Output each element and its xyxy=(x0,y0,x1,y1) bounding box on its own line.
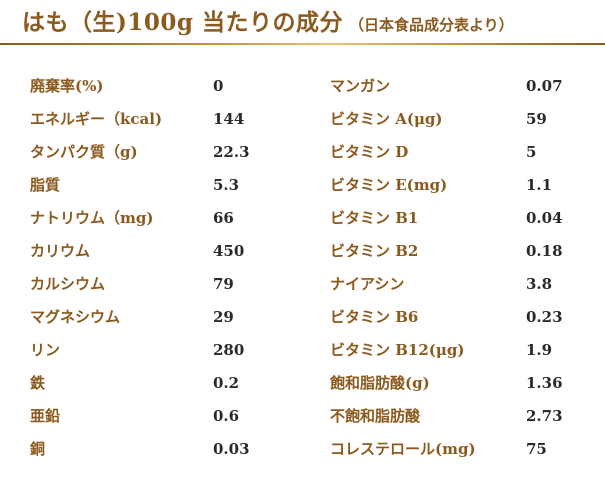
nutrient-value: 450 xyxy=(213,242,245,260)
table-row: タンパク質（g) 22.3 ビタミン D 5 xyxy=(0,136,605,169)
nutrient-label: ビタミン B1 xyxy=(330,209,419,227)
nutrient-value: 59 xyxy=(526,110,547,128)
nutrient-value: 0 xyxy=(213,77,224,95)
nutrient-label: コレステロール(mg) xyxy=(330,440,476,458)
nutrient-label: 飽和脂肪酸(g) xyxy=(330,374,430,392)
nutrient-value: 3.8 xyxy=(526,275,553,293)
nutrient-value: 1.9 xyxy=(526,341,553,359)
nutrient-value: 280 xyxy=(213,341,245,359)
nutrient-label: ビタミン D xyxy=(330,143,409,161)
nutrient-value: 0.04 xyxy=(526,209,563,227)
table-row: マグネシウム 29 ビタミン B6 0.23 xyxy=(0,301,605,334)
nutrient-value: 29 xyxy=(213,308,234,326)
nutrient-value: 0.03 xyxy=(213,440,250,458)
table-row: リン 280 ビタミン B12(μg) 1.9 xyxy=(0,334,605,367)
table-row: 脂質 5.3 ビタミン E(mg) 1.1 xyxy=(0,169,605,202)
table-row: エネルギー（kcal) 144 ビタミン A(μg) 59 xyxy=(0,103,605,136)
nutrient-label: ビタミン B12(μg) xyxy=(330,341,465,359)
nutrient-label: ビタミン E(mg) xyxy=(330,176,448,194)
title-main: はも（生)100g 当たりの成分 xyxy=(22,9,343,36)
nutrient-value: 66 xyxy=(213,209,234,227)
nutrient-label: ナトリウム（mg) xyxy=(30,209,154,227)
nutrient-value: 5.3 xyxy=(213,176,240,194)
nutrient-value: 0.23 xyxy=(526,308,563,326)
nutrient-label: ナイアシン xyxy=(330,275,405,293)
nutrient-label: マグネシウム xyxy=(30,308,121,326)
nutrient-value: 75 xyxy=(526,440,547,458)
nutrient-label: ビタミン B2 xyxy=(330,242,419,260)
table-row: 亜鉛 0.6 不飽和脂肪酸 2.73 xyxy=(0,400,605,433)
nutrient-label: 鉄 xyxy=(30,374,46,392)
nutrient-value: 0.18 xyxy=(526,242,563,260)
table-row: カルシウム 79 ナイアシン 3.8 xyxy=(0,268,605,301)
nutrient-value: 5 xyxy=(526,143,537,161)
nutrient-label: リン xyxy=(30,341,61,359)
nutrient-label: カリウム xyxy=(30,242,91,260)
nutrient-value: 2.73 xyxy=(526,407,563,425)
nutrient-label: 脂質 xyxy=(30,176,61,194)
table-row: ナトリウム（mg) 66 ビタミン B1 0.04 xyxy=(0,202,605,235)
nutrient-label: 廃棄率(%) xyxy=(30,77,104,95)
page-title: はも（生)100g 当たりの成分 （日本食品成分表より） xyxy=(22,6,514,40)
title-divider xyxy=(0,43,605,45)
nutrient-value: 1.1 xyxy=(526,176,553,194)
table-row: 鉄 0.2 飽和脂肪酸(g) 1.36 xyxy=(0,367,605,400)
nutrient-label: ビタミン B6 xyxy=(330,308,419,326)
nutrient-label: タンパク質（g) xyxy=(30,143,138,161)
nutrient-value: 0.07 xyxy=(526,77,563,95)
nutrient-value: 0.2 xyxy=(213,374,240,392)
nutrient-label: ビタミン A(μg) xyxy=(330,110,443,128)
nutrient-label: 銅 xyxy=(30,440,46,458)
nutrient-label: カルシウム xyxy=(30,275,106,293)
nutrient-value: 1.36 xyxy=(526,374,563,392)
nutrient-label: 亜鉛 xyxy=(30,407,61,425)
table-row: 廃棄率(%) 0 マンガン 0.07 xyxy=(0,70,605,103)
nutrient-value: 144 xyxy=(213,110,245,128)
table-row: カリウム 450 ビタミン B2 0.18 xyxy=(0,235,605,268)
nutrient-value: 22.3 xyxy=(213,143,250,161)
nutrient-label: マンガン xyxy=(330,77,391,95)
nutrient-label: 不飽和脂肪酸 xyxy=(330,407,421,425)
nutrient-value: 0.6 xyxy=(213,407,240,425)
nutrient-value: 79 xyxy=(213,275,234,293)
nutrient-label: エネルギー（kcal) xyxy=(30,110,163,128)
table-row: 銅 0.03 コレステロール(mg) 75 xyxy=(0,433,605,466)
title-source: （日本食品成分表より） xyxy=(348,16,514,34)
